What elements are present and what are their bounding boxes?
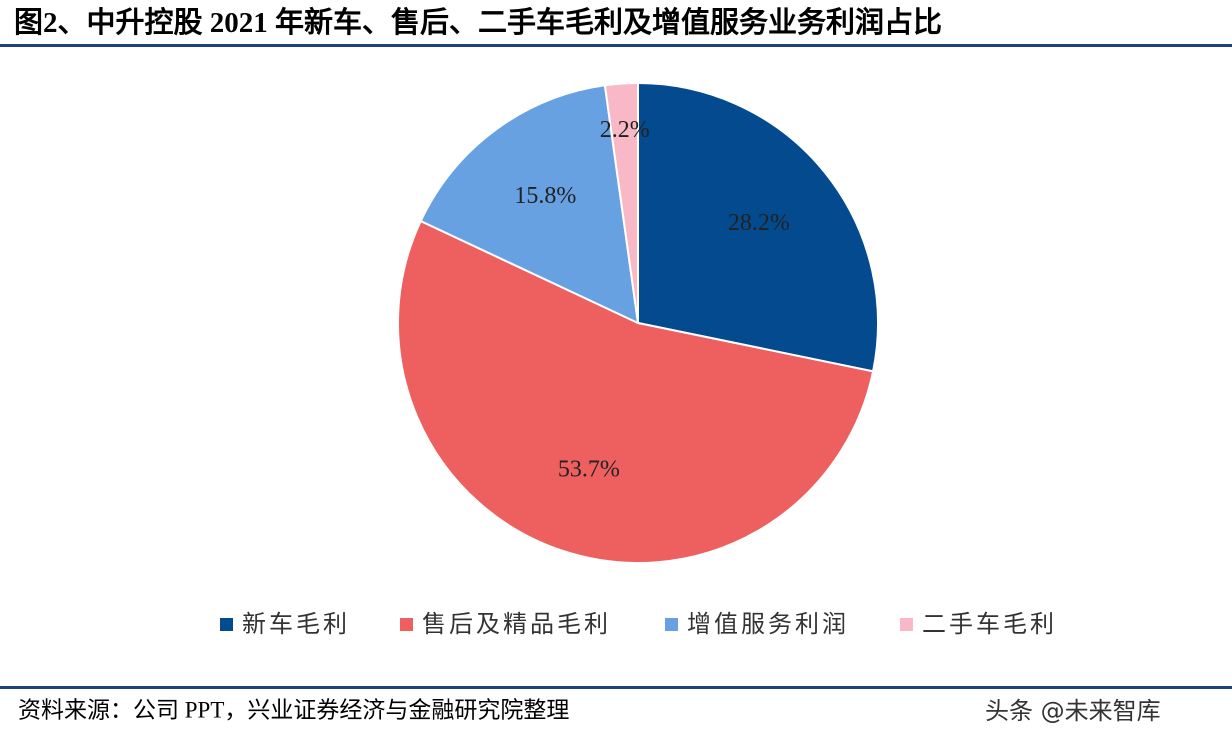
title-rule	[0, 44, 1232, 47]
pie-slice	[637, 81, 879, 373]
chart-title: 图2、中升控股 2021 年新车、售后、二手车毛利及增值服务业务利润占比	[14, 5, 942, 39]
footer-rule	[0, 686, 1232, 689]
pie-slice	[419, 84, 640, 325]
value-label: 53.7%	[558, 457, 620, 483]
legend-swatch	[220, 618, 233, 631]
value-label: 28.2%	[728, 210, 790, 236]
legend-label: 售后及精品毛利	[422, 610, 611, 638]
legend-swatch	[900, 618, 913, 631]
legend-label: 新车毛利	[242, 610, 350, 638]
legend-label: 增值服务利润	[687, 610, 849, 638]
pie-slice	[603, 81, 639, 324]
legend-swatch	[665, 618, 678, 631]
value-label: 15.8%	[514, 183, 576, 209]
legend-swatch	[400, 618, 413, 631]
legend-label: 二手车毛利	[922, 610, 1057, 638]
value-label: 2.2%	[600, 117, 650, 143]
watermark: 头条 @未来智库	[985, 697, 1161, 725]
source: 资料来源：公司 PPT，兴业证券经济与金融研究院整理	[18, 697, 569, 722]
pie-slice	[397, 219, 875, 564]
